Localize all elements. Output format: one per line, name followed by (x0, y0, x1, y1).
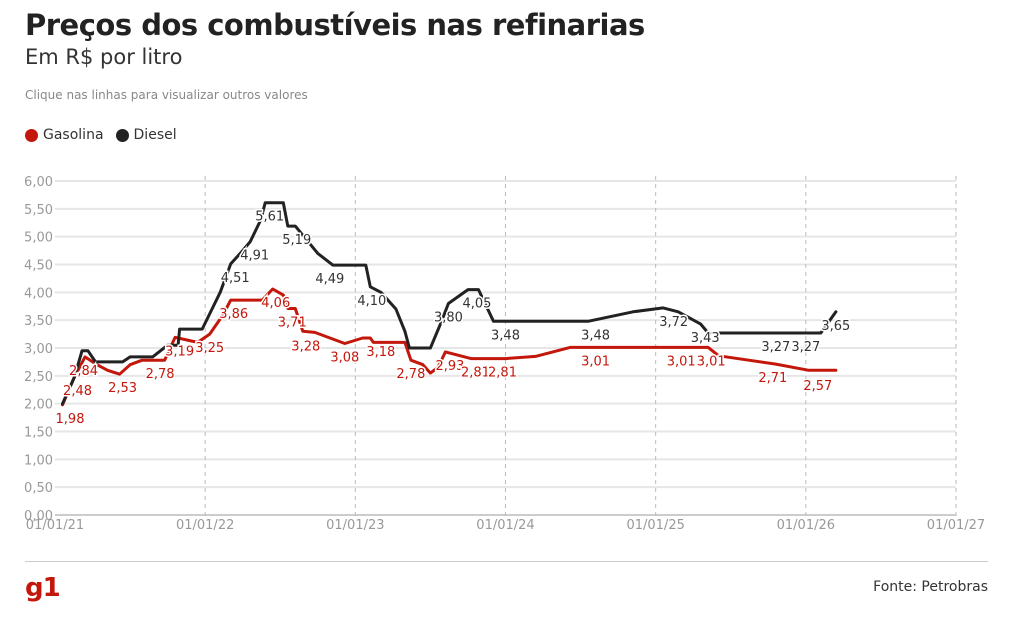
legend-label-diesel: Diesel (133, 127, 177, 143)
data-label-gasolina: 3,01 (667, 354, 696, 369)
data-label-diesel: 3,43 (691, 331, 720, 346)
gasolina-swatch-icon (25, 128, 38, 142)
source-note: Fonte: Petrobras (873, 579, 988, 595)
data-label-diesel: 4,49 (315, 272, 344, 287)
data-label-gasolina: 3,28 (291, 339, 320, 354)
chart-subtitle: Em R$ por litro (25, 45, 183, 69)
legend-item-diesel[interactable]: Diesel (115, 127, 177, 143)
data-label-gasolina: 3,86 (219, 307, 248, 322)
data-label-diesel: 4,10 (357, 294, 386, 309)
data-label-diesel: 4,51 (221, 271, 250, 286)
y-tick-label: 3,00 (24, 342, 53, 357)
data-label-diesel: 3,48 (491, 328, 520, 343)
diesel-swatch-icon (115, 128, 129, 142)
data-label-gasolina: 2,84 (69, 364, 98, 379)
y-tick-label: 4,00 (24, 286, 53, 301)
legend: Gasolina Diesel (25, 127, 177, 143)
data-label-diesel: 5,61 (255, 210, 284, 225)
x-tick-label: 01/01/26 (777, 518, 835, 533)
data-label-gasolina: 2,93 (435, 359, 464, 374)
data-label-gasolina: 4,06 (261, 296, 290, 311)
footer-divider (25, 561, 988, 562)
series-line-diesel[interactable] (61, 201, 838, 406)
data-label-gasolina: 2,81 (488, 366, 517, 381)
x-tick-label: 01/01/23 (326, 518, 384, 533)
y-tick-label: 0,00 (24, 509, 53, 524)
data-label-diesel: 5,19 (282, 233, 311, 248)
data-label-diesel: 3,80 (434, 310, 463, 325)
y-tick-label: 5,50 (24, 203, 53, 218)
data-label-gasolina: 3,18 (366, 345, 395, 360)
data-label-gasolina: 1,98 (56, 412, 85, 427)
chart-title: Preços dos combustíveis nas refinarias (25, 8, 645, 42)
y-tick-label: 1,00 (24, 453, 53, 468)
data-label-gasolina: 2,53 (108, 381, 137, 396)
x-tick-label: 01/01/24 (476, 518, 534, 533)
data-label-gasolina: 2,71 (758, 371, 787, 386)
data-label-diesel: 3,72 (659, 315, 688, 330)
y-tick-label: 1,50 (24, 426, 53, 441)
g1-logo: g1 (25, 573, 61, 603)
data-label-gasolina: 3,19 (165, 344, 194, 359)
data-label-gasolina: 3,01 (697, 354, 726, 369)
legend-item-gasolina[interactable]: Gasolina (25, 127, 104, 143)
data-label-gasolina: 2,78 (396, 367, 425, 382)
data-label-diesel: 3,48 (581, 328, 610, 343)
data-label-gasolina: 3,01 (581, 354, 610, 369)
data-label-diesel: 4,05 (462, 297, 491, 312)
series-line-gasolina[interactable] (61, 287, 838, 407)
line-chart: 0,00 0,50 1,00 1,50 2,00 2,50 3,00 3,50 4,00 4,50… (24, 175, 985, 533)
x-tick-label: 01/01/21 (26, 518, 84, 533)
data-label-gasolina: 3,71 (278, 315, 307, 330)
x-tick-label: 01/01/22 (176, 518, 234, 533)
x-tick-label: 01/01/25 (626, 518, 684, 533)
y-tick-label: 6,00 (24, 175, 53, 190)
data-label-gasolina: 3,25 (195, 341, 224, 356)
legend-label-gasolina: Gasolina (43, 127, 104, 143)
y-tick-label: 3,50 (24, 314, 53, 329)
y-tick-label: 4,50 (24, 259, 53, 274)
data-label-gasolina: 2,81 (461, 366, 490, 381)
interaction-hint: Clique nas linhas para visualizar outros… (25, 88, 308, 102)
y-tick-label: 2,00 (24, 398, 53, 413)
data-label-gasolina: 3,08 (330, 351, 359, 366)
x-tick-label: 01/01/27 (927, 518, 985, 533)
data-label-diesel: 3,65 (821, 319, 850, 334)
data-label-diesel: 3,27 (791, 340, 820, 355)
data-label-gasolina: 2,78 (146, 367, 175, 382)
data-label-diesel: 3,27 (761, 340, 790, 355)
y-tick-label: 5,00 (24, 231, 53, 246)
y-tick-label: 2,50 (24, 370, 53, 385)
y-tick-label: 0,50 (24, 481, 53, 496)
data-label-gasolina: 2,57 (803, 379, 832, 394)
data-label-gasolina: 2,48 (63, 384, 92, 399)
data-label-diesel: 4,91 (240, 249, 269, 264)
